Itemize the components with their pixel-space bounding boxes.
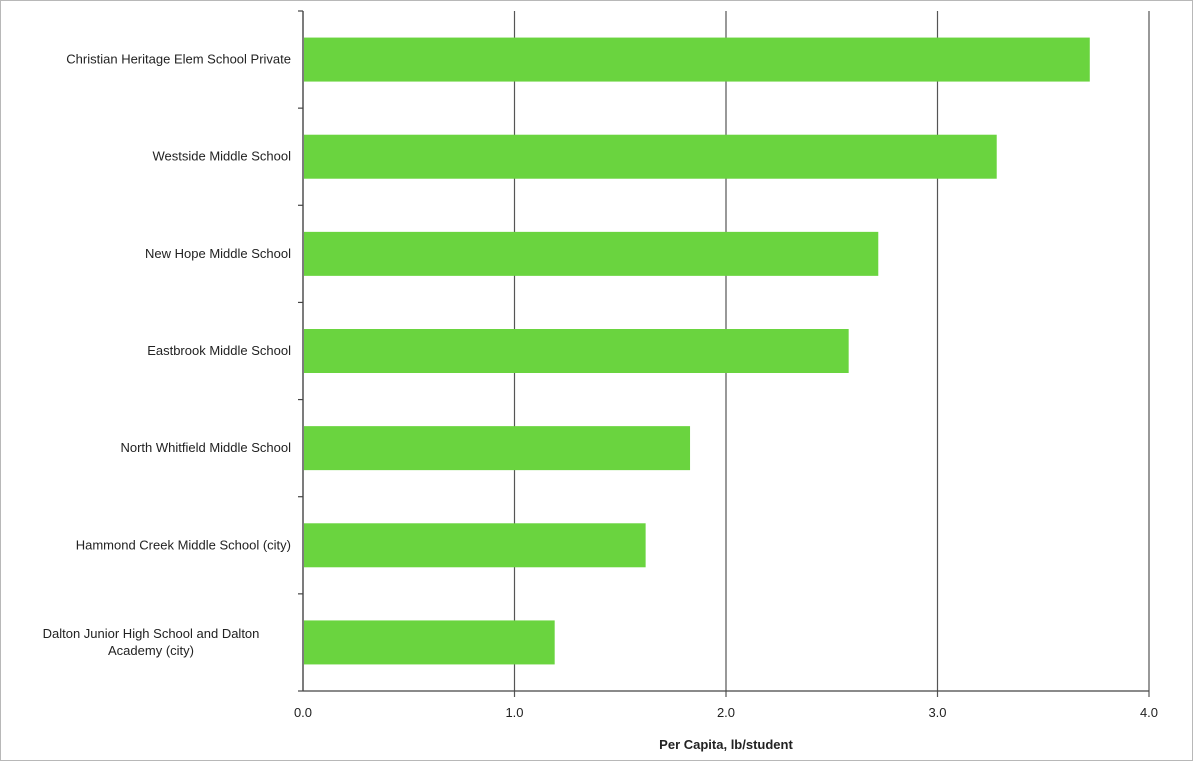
bar-1 xyxy=(304,37,1090,82)
x-axis-title: Per Capita, lb/student xyxy=(659,737,793,752)
category-label-3: New Hope Middle School xyxy=(145,246,291,261)
labels: 0.0 1.0 2.0 3.0 4.0 Christian Heritage Elem S… xyxy=(43,52,1158,720)
category-label-5: North Whitfield Middle School xyxy=(120,440,291,455)
bar-4 xyxy=(304,329,849,373)
bar-3 xyxy=(304,231,879,276)
bars xyxy=(304,37,1090,665)
x-tick-label-2: 2.0 xyxy=(717,705,735,720)
bar-5 xyxy=(304,426,691,471)
bar-6 xyxy=(304,523,646,568)
category-label-1: Christian Heritage Elem School Private xyxy=(66,52,291,67)
axes xyxy=(298,10,1150,697)
category-label-7-line-2: Academy (city) xyxy=(108,643,194,658)
category-label-7-line-1: Dalton Junior High School and Dalton xyxy=(43,626,260,641)
category-label-6: Hammond Creek Middle School (city) xyxy=(76,537,291,552)
category-label-4: Eastbrook Middle School xyxy=(147,343,291,358)
bar-7 xyxy=(304,620,555,665)
bar-2 xyxy=(304,134,997,179)
x-tick-label-1: 1.0 xyxy=(505,705,523,720)
x-tick-label-0: 0.0 xyxy=(294,705,312,720)
category-label-2: Westside Middle School xyxy=(153,149,292,164)
x-tick-label-4: 4.0 xyxy=(1140,705,1158,720)
x-tick-label-3: 3.0 xyxy=(928,705,946,720)
